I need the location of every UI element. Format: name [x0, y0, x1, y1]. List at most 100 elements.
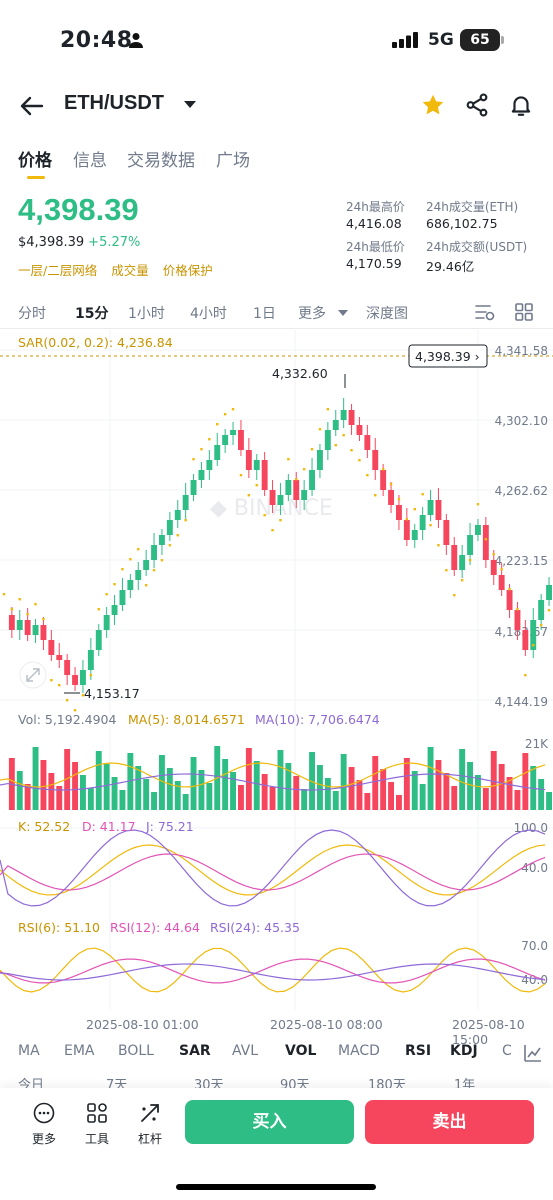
- tag-layer-network[interactable]: 一层/二层网络: [18, 263, 98, 278]
- volume-bar: [301, 789, 308, 810]
- buy-button[interactable]: 买入: [185, 1100, 354, 1144]
- ind-ema[interactable]: EMA: [64, 1043, 95, 1059]
- tab-trading-data[interactable]: 交易数据: [127, 151, 195, 171]
- sar-dot: [381, 468, 385, 471]
- stat-low: 4,170.59: [346, 256, 402, 271]
- ma10-label: MA(10): 7,706.6474: [255, 712, 380, 727]
- sar-dot: [176, 534, 179, 537]
- person-icon: [129, 33, 143, 48]
- pair-title[interactable]: ETH/USDT: [64, 92, 164, 114]
- range-today[interactable]: 今日: [18, 1078, 45, 1090]
- volume-bar: [222, 759, 229, 810]
- sar-dot: [208, 438, 211, 441]
- sar-dot: [310, 448, 314, 451]
- ind-kdj[interactable]: KDJ: [450, 1043, 478, 1059]
- candle-body: [111, 605, 118, 615]
- high-marker: 4,332.60: [272, 366, 328, 381]
- interval-4h[interactable]: 4小时: [190, 306, 227, 322]
- volume-bar: [16, 771, 23, 810]
- volume-bar: [103, 764, 110, 810]
- kdj-k-line: [0, 844, 546, 896]
- candle-body: [538, 600, 545, 620]
- price-axis-label: 4,183.67: [495, 625, 548, 639]
- expand-icon-arrows: [26, 668, 40, 682]
- ind-rsi[interactable]: RSI: [405, 1043, 432, 1059]
- ind-vol[interactable]: VOL: [285, 1043, 317, 1059]
- share-icon[interactable]: [464, 92, 490, 118]
- candle-body: [277, 495, 284, 505]
- divider: [0, 328, 553, 329]
- ind-sar[interactable]: SAR: [179, 1043, 211, 1059]
- candle-body: [16, 620, 23, 630]
- more-button[interactable]: 更多: [24, 1102, 64, 1147]
- kline-chart[interactable]: 4,398.39 › 4,341.58 4,302.10 4,262.62 4,223.…: [0, 330, 553, 1040]
- chevron-down-icon[interactable]: [184, 101, 196, 108]
- volume-bar: [538, 779, 545, 810]
- interval-depth[interactable]: 深度图: [366, 306, 408, 322]
- current-price-tag-text: 4,398.39 ›: [415, 349, 480, 364]
- more-caret-icon[interactable]: [338, 310, 348, 316]
- range-180d[interactable]: 180天: [368, 1078, 406, 1090]
- rsi6-line: [0, 947, 546, 993]
- back-arrow-icon[interactable]: [18, 94, 46, 118]
- chart-settings-icon[interactable]: [474, 302, 496, 322]
- candle-body: [48, 640, 55, 655]
- sar-dot: [263, 514, 266, 517]
- tab-price[interactable]: 价格: [18, 151, 52, 171]
- range-1y[interactable]: 1年: [454, 1078, 476, 1090]
- candle-body: [427, 500, 434, 515]
- ind-ma[interactable]: MA: [18, 1043, 40, 1059]
- sar-dot: [42, 618, 45, 621]
- interval-1d[interactable]: 1日: [253, 306, 276, 322]
- interval-1h[interactable]: 1小时: [128, 306, 165, 322]
- candle-body: [206, 460, 213, 470]
- status-bar: 20:48 5G 65: [0, 0, 553, 80]
- candle-body: [475, 525, 481, 535]
- volume-bar: [277, 750, 284, 810]
- range-90d[interactable]: 90天: [280, 1078, 310, 1090]
- rsi12-line: [0, 958, 546, 984]
- range-30d[interactable]: 30天: [194, 1078, 224, 1090]
- chart-canvas[interactable]: 4,398.39 › 4,341.58 4,302.10 4,262.62 4,223.…: [0, 330, 553, 1040]
- sar-dot: [10, 608, 14, 611]
- interval-15m[interactable]: 15分: [75, 306, 109, 322]
- tab-square[interactable]: 广场: [216, 151, 250, 171]
- sar-dot: [26, 613, 29, 616]
- ind-avl[interactable]: AVL: [232, 1043, 259, 1059]
- sar-dot: [121, 568, 124, 571]
- sar-dot: [271, 529, 274, 532]
- volume-bar: [72, 762, 78, 810]
- ind-macd[interactable]: MACD: [338, 1043, 380, 1059]
- home-indicator: [176, 1184, 376, 1190]
- interval-timeshare[interactable]: 分时: [18, 306, 46, 322]
- volume-bar: [506, 777, 513, 810]
- signal-icon: [392, 32, 418, 48]
- tag-volume[interactable]: 成交量: [111, 263, 149, 278]
- volume-bar: [411, 771, 418, 810]
- sar-dot: [184, 519, 187, 522]
- sar-dot: [152, 569, 156, 572]
- ind-more[interactable]: C: [502, 1043, 512, 1059]
- tab-info[interactable]: 信息: [73, 151, 107, 171]
- leverage-button[interactable]: 杠杆: [130, 1102, 170, 1147]
- bell-icon[interactable]: [508, 92, 534, 118]
- tools-button[interactable]: 工具: [77, 1102, 117, 1147]
- volume-bar: [514, 790, 521, 810]
- volume-bar: [261, 774, 268, 810]
- ind-boll[interactable]: BOLL: [118, 1043, 154, 1059]
- kdj-d-line: [0, 853, 546, 891]
- star-icon[interactable]: [420, 92, 446, 118]
- sar-label: SAR(0.02, 0.2): 4,236.84: [18, 335, 173, 350]
- indicator-tabs: MA EMA BOLL SAR AVL VOL MACD RSI KDJ C: [0, 1040, 553, 1068]
- indicator-edit-icon[interactable]: [522, 1042, 544, 1064]
- volume-bar: [419, 784, 426, 810]
- range-7d[interactable]: 7天: [106, 1078, 128, 1090]
- candle-body: [498, 575, 505, 590]
- sell-button[interactable]: 卖出: [365, 1100, 534, 1144]
- tag-price-protection[interactable]: 价格保护: [162, 263, 213, 278]
- interval-more[interactable]: 更多: [298, 306, 326, 322]
- candle-body: [190, 480, 197, 495]
- rsi24-label: RSI(24): 45.35: [210, 920, 300, 935]
- candle-body: [253, 460, 260, 470]
- layout-grid-icon[interactable]: [514, 302, 534, 322]
